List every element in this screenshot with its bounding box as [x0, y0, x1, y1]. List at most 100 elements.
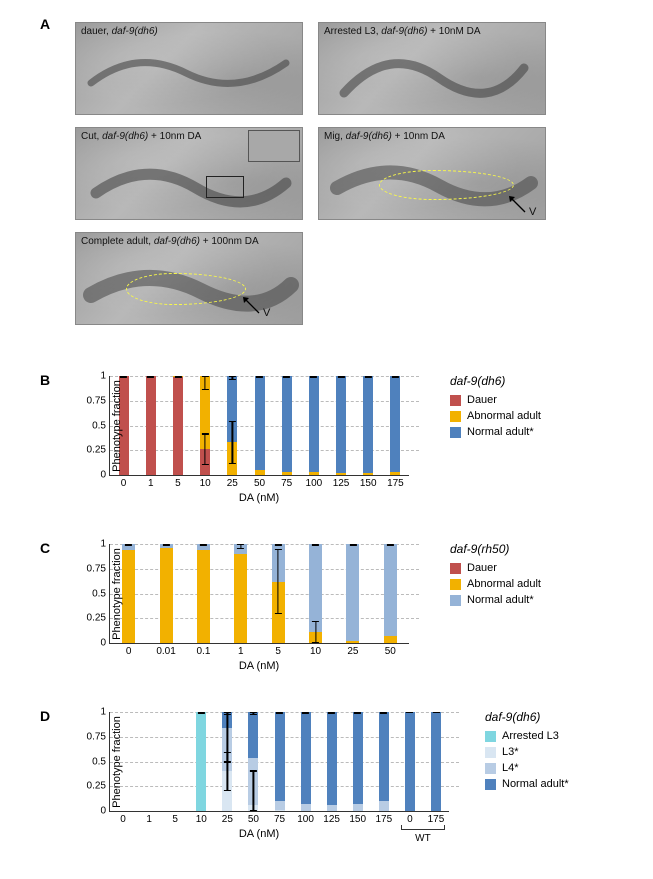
error-bar	[123, 376, 124, 378]
chart-b-plot: 00.250.50.75101510255075100125150175	[109, 376, 409, 476]
bar-stack	[353, 712, 363, 811]
y-tick-label: 0.75	[82, 395, 110, 406]
bar-segment	[384, 636, 397, 643]
legend-label: Dauer	[467, 394, 497, 406]
error-bar	[150, 376, 151, 378]
legend-swatch	[450, 563, 461, 574]
legend-item: Abnormal adult	[450, 578, 541, 590]
chart-b-xlabel: DA (nM)	[239, 492, 279, 504]
x-tick-label: 175	[387, 475, 404, 489]
error-bar	[368, 376, 369, 378]
x-tick-label: 0.1	[196, 643, 210, 657]
chart-d-xlabel: DA (nM)	[239, 828, 279, 840]
bar-segment	[275, 712, 285, 801]
bar-segment	[122, 550, 135, 643]
error-bar	[313, 376, 314, 378]
x-tick-label: 0.01	[156, 643, 175, 657]
error-bar	[352, 544, 353, 546]
x-tick-label: 25	[222, 811, 233, 825]
legend-swatch	[485, 779, 496, 790]
v-arrow-icon	[507, 194, 529, 214]
error-bar	[232, 376, 233, 380]
bar-stack	[196, 712, 206, 811]
bar-stack	[255, 376, 265, 475]
legend-swatch	[485, 747, 496, 758]
x-tick-label: 10	[196, 811, 207, 825]
x-tick-label: 1	[148, 475, 154, 489]
bar-stack	[170, 712, 180, 811]
legend-swatch	[485, 731, 496, 742]
x-tick-label: 100	[306, 475, 323, 489]
error-bar	[259, 376, 260, 378]
panel-d-label: D	[40, 708, 50, 724]
bar-segment	[282, 472, 292, 475]
bar-segment	[379, 712, 389, 801]
bar-stack	[405, 712, 415, 811]
bar-stack	[363, 376, 373, 475]
y-tick-label: 1	[82, 371, 110, 382]
bar-segment	[197, 550, 210, 643]
x-tick-label: 125	[333, 475, 350, 489]
v-arrow-icon	[241, 295, 263, 315]
bar-segment	[390, 376, 400, 472]
micrograph-mig-label: Mig, daf-9(dh6) + 10nm DA	[324, 131, 445, 142]
chart-d-legend: daf-9(dh6) Arrested L3L3*L4*Normal adult…	[485, 710, 569, 794]
bar-segment	[255, 376, 265, 470]
panel-b-label: B	[40, 372, 50, 388]
error-bar	[315, 544, 316, 546]
error-bar	[305, 712, 306, 714]
error-bar	[286, 376, 287, 378]
error-bar	[409, 712, 410, 713]
bar-segment	[384, 544, 397, 636]
bar-stack	[122, 544, 135, 643]
bar-stack	[200, 376, 210, 475]
x-tick-label: 5	[275, 643, 281, 657]
error-bar	[435, 712, 436, 713]
chart-c: 00.250.50.75100.010.115102550 Phenotype …	[75, 540, 425, 680]
y-tick-label: 0	[82, 470, 110, 481]
legend-swatch	[450, 427, 461, 438]
micrograph-cut-label: Cut, daf-9(dh6) + 10nm DA	[81, 131, 201, 142]
bar-stack	[390, 376, 400, 475]
bar-segment	[309, 544, 322, 632]
chart-b-legend-title: daf-9(dh6)	[450, 374, 541, 388]
x-tick-label: 1	[238, 643, 244, 657]
error-bar	[278, 544, 279, 546]
bar-segment	[379, 801, 389, 811]
error-bar	[278, 549, 279, 614]
x-tick-label: 25	[227, 475, 238, 489]
micrograph-cut: Cut, daf-9(dh6) + 10nm DA	[75, 127, 303, 220]
error-bar	[128, 544, 129, 546]
legend-swatch	[450, 595, 461, 606]
x-tick-label: 75	[274, 811, 285, 825]
bar-stack	[309, 376, 319, 475]
bar-segment	[301, 712, 311, 804]
bar-stack	[146, 376, 156, 475]
bar-segment	[336, 376, 346, 473]
legend-item: Normal adult*	[450, 426, 541, 438]
chart-c-plot: 00.250.50.75100.010.115102550	[109, 544, 409, 644]
chart-c-xlabel: DA (nM)	[239, 660, 279, 672]
bar-stack	[272, 544, 285, 643]
legend-swatch	[485, 763, 496, 774]
legend-item: L4*	[485, 762, 569, 774]
x-tick-label: 100	[297, 811, 314, 825]
error-bar	[340, 376, 341, 378]
legend-item: Normal adult*	[450, 594, 541, 606]
bar-segment	[327, 712, 337, 805]
micrograph-complete-adult: Complete adult, daf-9(dh6) + 100nm DA V	[75, 232, 303, 325]
chart-b-legend: daf-9(dh6) DauerAbnormal adultNormal adu…	[450, 374, 541, 442]
chart-d: 00.250.50.751015102550751001251501750175…	[75, 708, 465, 858]
micrograph-dauer-label: dauer, daf-9(dh6)	[81, 26, 158, 37]
bar-segment	[255, 470, 265, 475]
x-tick-label: 25	[347, 643, 358, 657]
error-bar	[383, 712, 384, 714]
x-tick-label: 0	[407, 811, 413, 825]
x-tick-label: 50	[385, 643, 396, 657]
bar-segment	[363, 376, 373, 473]
bar-stack	[227, 376, 237, 475]
y-tick-label: 0.75	[82, 731, 110, 742]
v-label: V	[529, 206, 536, 218]
error-bar	[227, 712, 228, 762]
bar-segment	[275, 801, 285, 810]
